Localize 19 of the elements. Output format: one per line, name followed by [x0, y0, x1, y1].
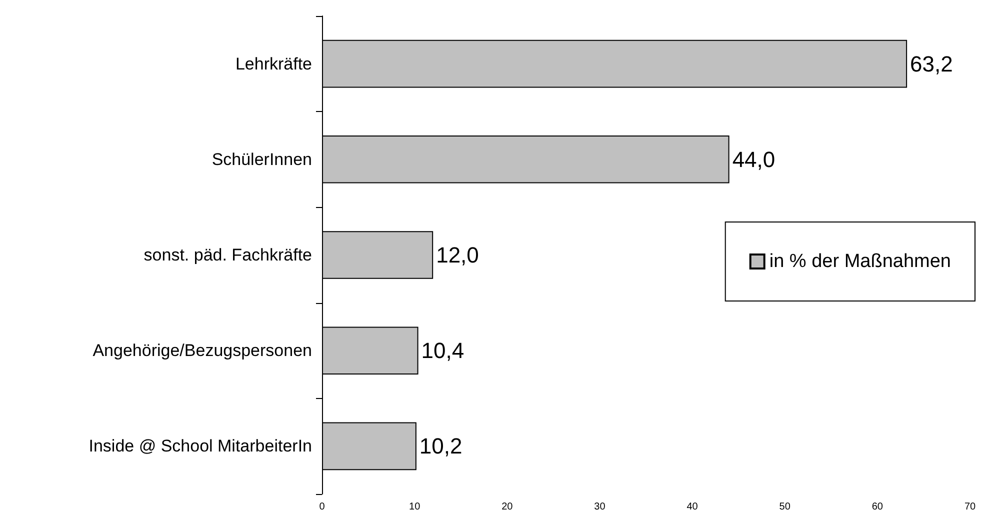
x-tick-label: 10 [409, 502, 421, 512]
y-tick-label: Inside @ School MitarbeiterIn [88, 436, 312, 456]
y-tick-label: Lehrkräfte [235, 54, 312, 74]
data-label: 63,2 [910, 51, 953, 76]
x-tick-label: 20 [502, 502, 514, 512]
y-tick-label: sonst. päd. Fachkräfte [144, 246, 312, 264]
x-tick-label: 60 [872, 502, 884, 512]
x-tick-label: 40 [686, 502, 698, 512]
x-tick-label: 30 [594, 502, 606, 512]
x-tick-label: 50 [779, 502, 791, 512]
data-label: 12,0 [436, 242, 479, 268]
x-tick-label: 70 [964, 502, 976, 512]
y-tick-label: Angehörige/Bezugspersonen [92, 341, 312, 360]
data-label: 44,0 [732, 146, 776, 172]
y-tick-label: SchülerInnen [212, 150, 312, 169]
data-label: 10,4 [421, 338, 464, 364]
legend-label: in % der Maßnahmen [769, 251, 952, 272]
x-tick-label: 0 [319, 502, 326, 512]
data-label: 10,2 [419, 434, 462, 459]
